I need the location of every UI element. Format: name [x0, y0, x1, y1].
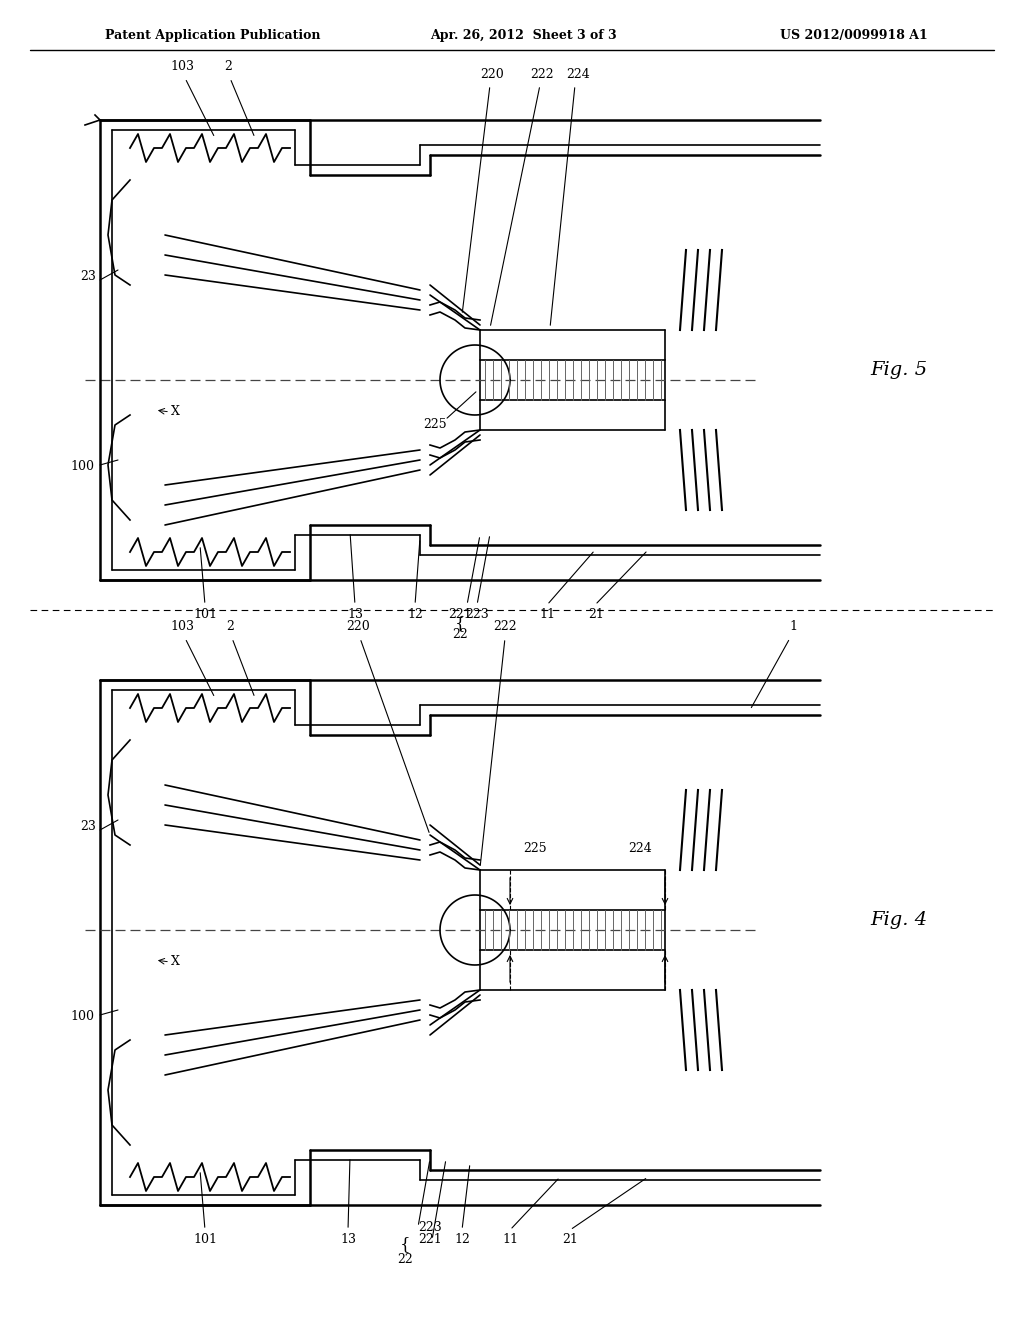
Text: X: X [171, 954, 179, 968]
Text: US 2012/0099918 A1: US 2012/0099918 A1 [780, 29, 928, 41]
Text: Patent Application Publication: Patent Application Publication [105, 29, 321, 41]
Text: 220: 220 [346, 620, 370, 634]
Bar [480, 360, 665, 400]
Text: 223: 223 [418, 1221, 441, 1234]
Text: 12: 12 [408, 609, 423, 620]
Text: 13: 13 [347, 609, 362, 620]
Text: 222: 222 [494, 620, 517, 634]
Text: Fig. 5: Fig. 5 [870, 360, 927, 379]
Text: 2: 2 [224, 59, 232, 73]
Text: 101: 101 [193, 609, 217, 620]
Text: 103: 103 [170, 59, 194, 73]
Text: 221: 221 [449, 609, 472, 620]
Text: 13: 13 [340, 1233, 356, 1246]
Text: {: { [455, 615, 465, 632]
Text: 22: 22 [397, 1253, 413, 1266]
Text: Apr. 26, 2012  Sheet 3 of 3: Apr. 26, 2012 Sheet 3 of 3 [430, 29, 616, 41]
Text: 22: 22 [453, 628, 468, 642]
Text: 223: 223 [465, 609, 488, 620]
Text: 225: 225 [423, 418, 446, 432]
Text: {: { [399, 1236, 411, 1253]
Text: 221: 221 [418, 1233, 441, 1246]
Text: 11: 11 [539, 609, 555, 620]
Text: 100: 100 [70, 1010, 94, 1023]
Text: 21: 21 [562, 1233, 578, 1246]
Text: 220: 220 [480, 69, 504, 81]
Text: 103: 103 [170, 620, 194, 634]
Text: 23: 23 [80, 271, 96, 282]
Text: 101: 101 [193, 1233, 217, 1246]
Text: 11: 11 [502, 1233, 518, 1246]
Text: 100: 100 [70, 459, 94, 473]
Text: 224: 224 [566, 69, 590, 81]
Text: 21: 21 [588, 609, 604, 620]
Bar [480, 909, 665, 950]
Text: 12: 12 [454, 1233, 470, 1246]
Text: 224: 224 [628, 842, 652, 855]
Text: Fig. 4: Fig. 4 [870, 911, 927, 929]
Text: 2: 2 [226, 620, 233, 634]
Text: X: X [171, 405, 179, 418]
Text: 225: 225 [523, 842, 547, 855]
Text: 222: 222 [530, 69, 554, 81]
Text: 1: 1 [790, 620, 797, 634]
Text: 23: 23 [80, 820, 96, 833]
